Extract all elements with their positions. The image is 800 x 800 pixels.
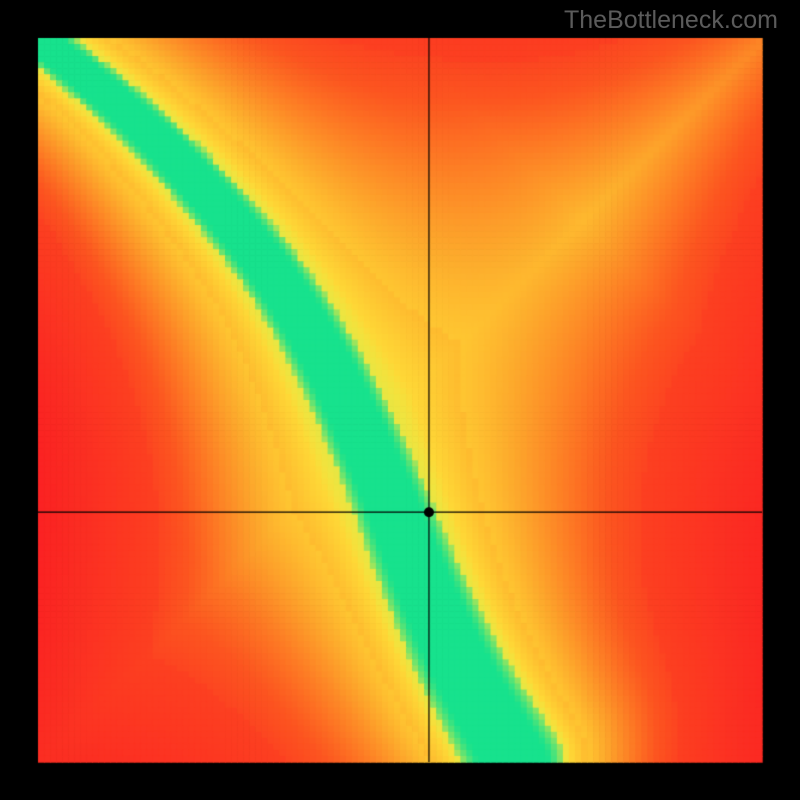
watermark-text: TheBottleneck.com (564, 6, 778, 35)
bottleneck-heatmap (0, 0, 800, 800)
